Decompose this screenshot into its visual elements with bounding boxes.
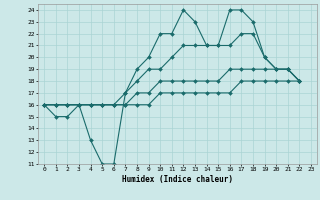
X-axis label: Humidex (Indice chaleur): Humidex (Indice chaleur) [122, 175, 233, 184]
